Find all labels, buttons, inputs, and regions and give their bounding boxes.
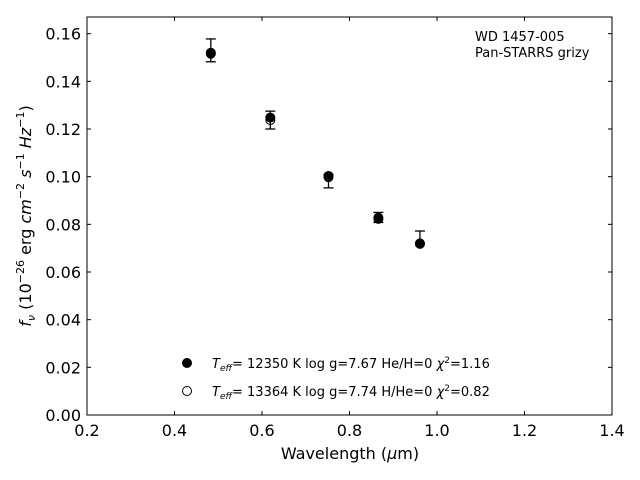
point-model-2	[414, 238, 425, 249]
point-model-2	[265, 114, 276, 125]
y-tick-label: 0.00	[45, 406, 81, 425]
x-tick-label: 0.8	[337, 421, 362, 440]
y-tick-label: 0.04	[45, 311, 81, 330]
y-tick-label: 0.12	[45, 120, 81, 139]
y-tick-label: 0.06	[45, 263, 81, 282]
x-tick-label: 0.4	[162, 421, 187, 440]
x-tick-label: 1.2	[512, 421, 537, 440]
x-axis-label: Wavelength (μm)	[281, 444, 419, 463]
legend: Teff= 12350 K log g=7.67 He/H=0 χ2=1.16 …	[182, 356, 490, 402]
point-model-2	[373, 213, 384, 224]
annotation-object-name: WD 1457-005	[475, 30, 565, 45]
legend-marker-model-2	[182, 386, 192, 396]
y-tick-label: 0.10	[45, 168, 81, 187]
legend-label-model-1: Teff= 12350 K log g=7.67 He/H=0 χ2=1.16	[212, 356, 490, 374]
y-tick-label: 0.02	[45, 358, 81, 377]
legend-label-model-2: Teff= 13364 K log g=7.74 H/He=0 χ2=0.82	[212, 384, 490, 402]
y-tick-label: 0.14	[45, 72, 81, 91]
x-tick-label: 0.2	[74, 421, 99, 440]
legend-marker-model-1	[182, 358, 192, 368]
x-tick-label: 1.4	[599, 421, 624, 440]
y-axis-label: fν (10−26 erg cm−2 s−1 Hz−1)	[14, 105, 38, 326]
y-tick-label: 0.16	[45, 25, 81, 44]
point-model-1	[265, 112, 276, 123]
axis-ticks: 0.2 0.4 0.6 0.8 1.0 1.2 1.4 0.00 0.02 0.04 0.06 0.0…	[45, 17, 625, 440]
point-model-2	[323, 172, 334, 183]
annotation-survey-name: Pan-STARRS grizy	[475, 46, 590, 61]
y-tick-label: 0.08	[45, 215, 81, 234]
x-tick-label: 1.0	[424, 421, 449, 440]
data-points	[205, 47, 425, 249]
point-model-2	[205, 48, 216, 59]
x-tick-label: 0.6	[249, 421, 274, 440]
